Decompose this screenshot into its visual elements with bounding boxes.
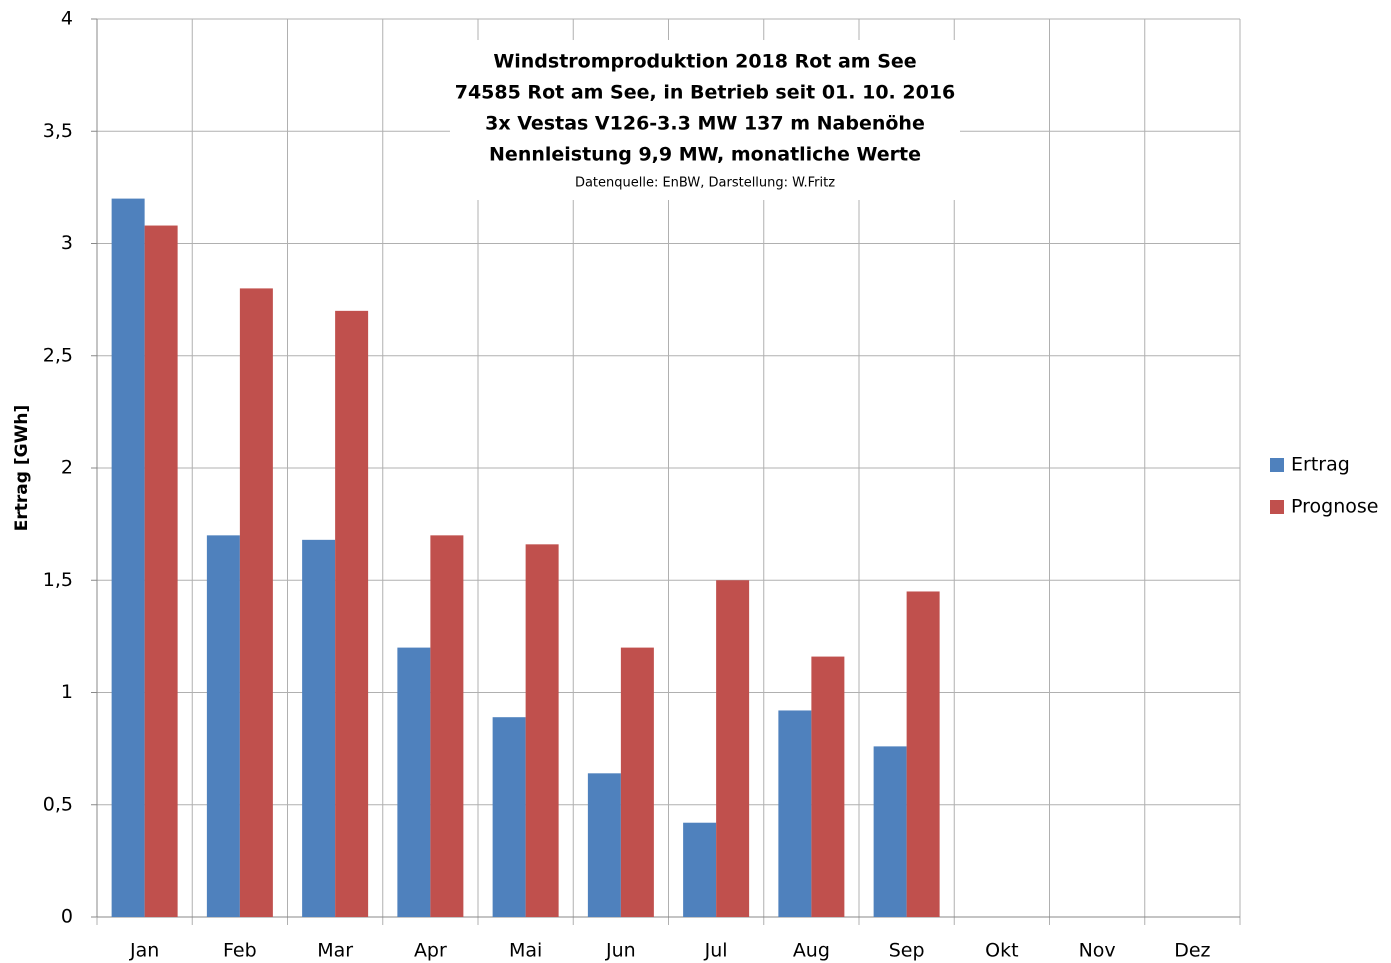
x-tick-label: Mar — [317, 940, 353, 962]
bar — [335, 310, 369, 918]
y-tick-label: 3 — [61, 232, 73, 254]
title-box — [450, 40, 960, 200]
x-tick-label: Jan — [129, 940, 159, 962]
x-tick-label: Mai — [509, 940, 542, 962]
y-tick-label: 4 — [61, 8, 73, 30]
legend-swatch — [1270, 500, 1284, 514]
y-tick-label: 2,5 — [43, 344, 73, 366]
bar — [778, 710, 812, 917]
bar — [302, 539, 336, 917]
bar — [906, 591, 940, 917]
bar — [144, 225, 178, 918]
x-tick-label: Jun — [605, 940, 636, 962]
bars — [111, 198, 940, 918]
title-line: Nennleistung 9,9 MW, monatliche Werte — [489, 144, 921, 166]
bar — [683, 822, 717, 917]
bar — [716, 580, 750, 917]
bar — [620, 647, 654, 917]
bar — [811, 656, 845, 917]
legend-label: Ertrag — [1291, 454, 1350, 476]
y-tick-label: 1,5 — [43, 569, 73, 591]
bar — [492, 717, 526, 917]
x-tick-label: Nov — [1079, 940, 1116, 962]
bar — [397, 647, 431, 917]
bar — [587, 773, 621, 917]
x-tick-label: Okt — [985, 940, 1018, 962]
legend-swatch — [1270, 458, 1284, 472]
bar — [873, 746, 907, 917]
bar — [430, 535, 464, 917]
bar — [206, 535, 240, 917]
x-tick-label: Dez — [1174, 940, 1210, 962]
x-tick-label: Feb — [223, 940, 257, 962]
y-tick-label: 3,5 — [43, 120, 73, 142]
x-tick-label: Sep — [889, 940, 925, 962]
y-tick-label: 2 — [61, 457, 73, 479]
bar — [239, 288, 273, 917]
legend-label: Prognose — [1291, 496, 1378, 518]
y-tick-label: 0,5 — [43, 793, 73, 815]
x-tick-label: Aug — [793, 940, 830, 962]
y-axis-label: Ertrag [GWh] — [12, 405, 32, 531]
bar — [525, 544, 559, 917]
title-line: 74585 Rot am See, in Betrieb seit 01. 10… — [455, 82, 956, 104]
bar — [111, 198, 145, 918]
x-tick-label: Jul — [704, 940, 728, 962]
title-line: 3x Vestas V126-3.3 MW 137 m Nabenöhe — [485, 113, 925, 135]
y-tick-label: 0 — [61, 906, 73, 928]
source: Datenquelle: EnBW, Darstellung: W.Fritz — [575, 176, 835, 191]
x-tick-label: Apr — [414, 940, 447, 962]
title-line: Windstromproduktion 2018 Rot am See — [493, 51, 916, 73]
y-tick-label: 1 — [61, 681, 73, 703]
